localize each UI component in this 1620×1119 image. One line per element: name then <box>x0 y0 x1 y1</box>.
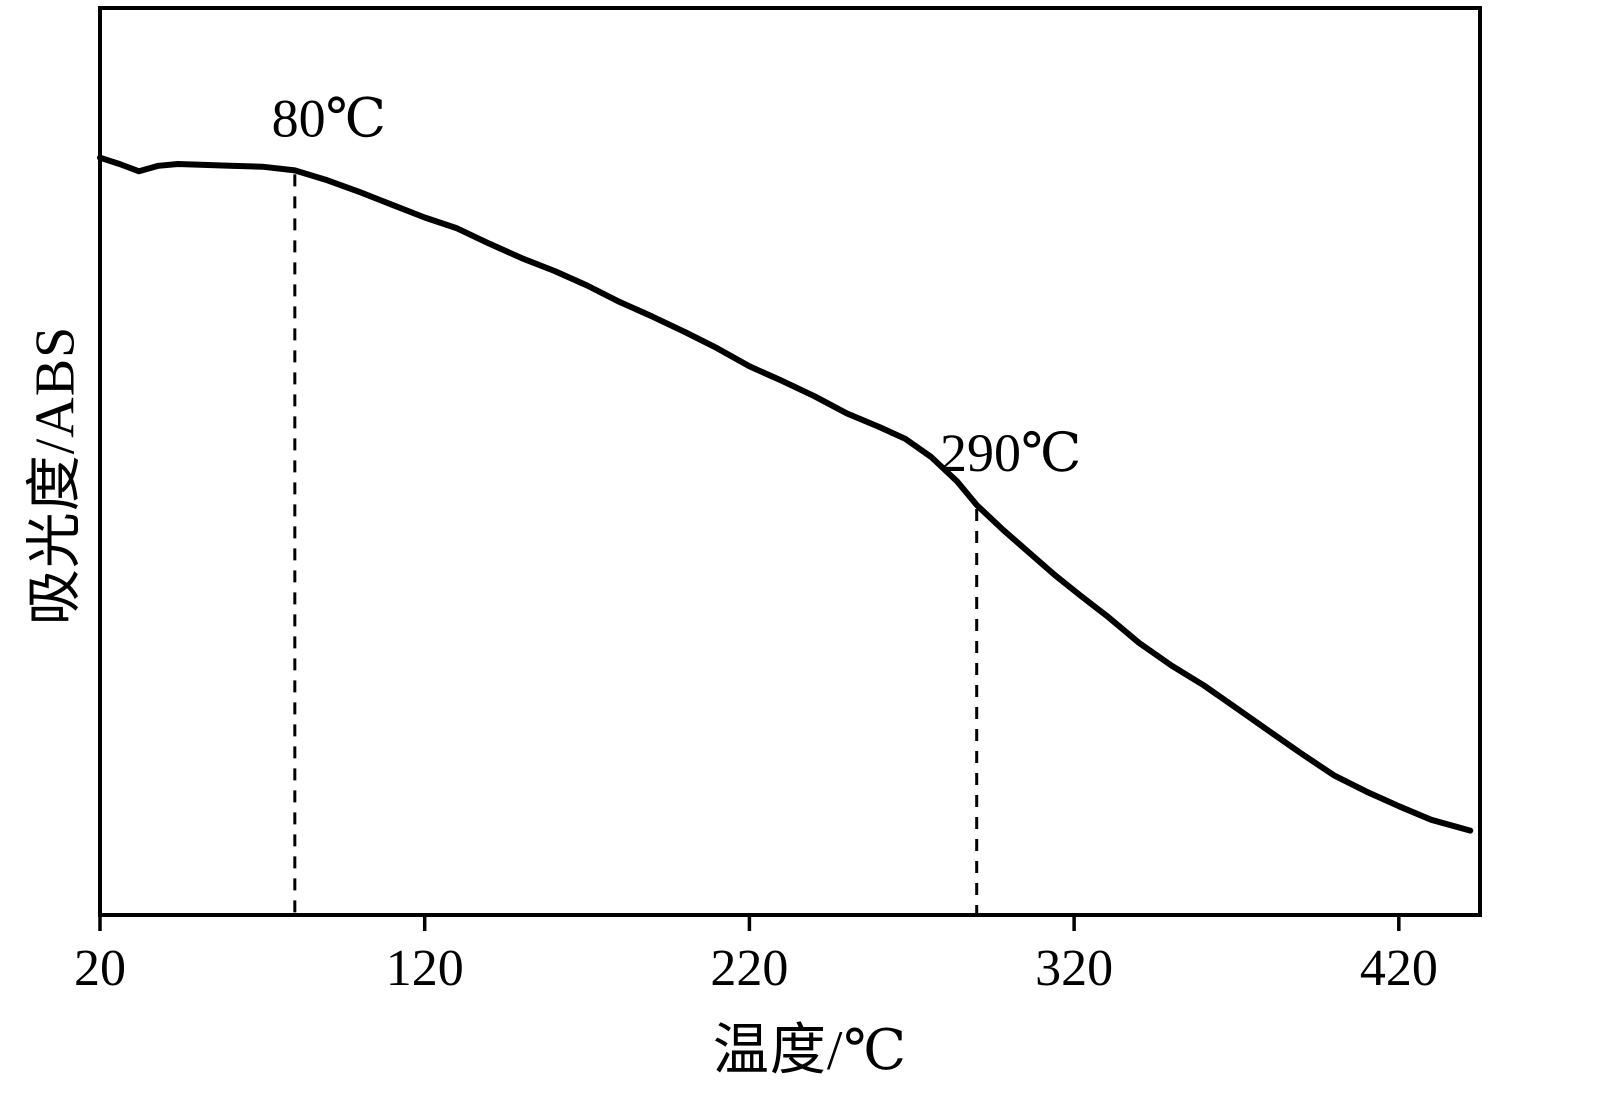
x-tick-label: 120 <box>386 940 464 997</box>
x-tick-label: 20 <box>74 940 126 997</box>
annotation-label-80: 80℃ <box>272 88 386 148</box>
x-tick-label: 420 <box>1360 940 1438 997</box>
x-tick-label: 220 <box>710 940 788 997</box>
y-axis-title: 吸光度/ABS <box>24 325 87 626</box>
plot-border <box>98 6 1482 917</box>
absorbance-curve <box>97 154 1474 834</box>
x-tick-label: 320 <box>1035 940 1113 997</box>
annotation-label-290: 290℃ <box>940 423 1081 483</box>
x-axis-title: 温度/℃ <box>712 1020 908 1082</box>
